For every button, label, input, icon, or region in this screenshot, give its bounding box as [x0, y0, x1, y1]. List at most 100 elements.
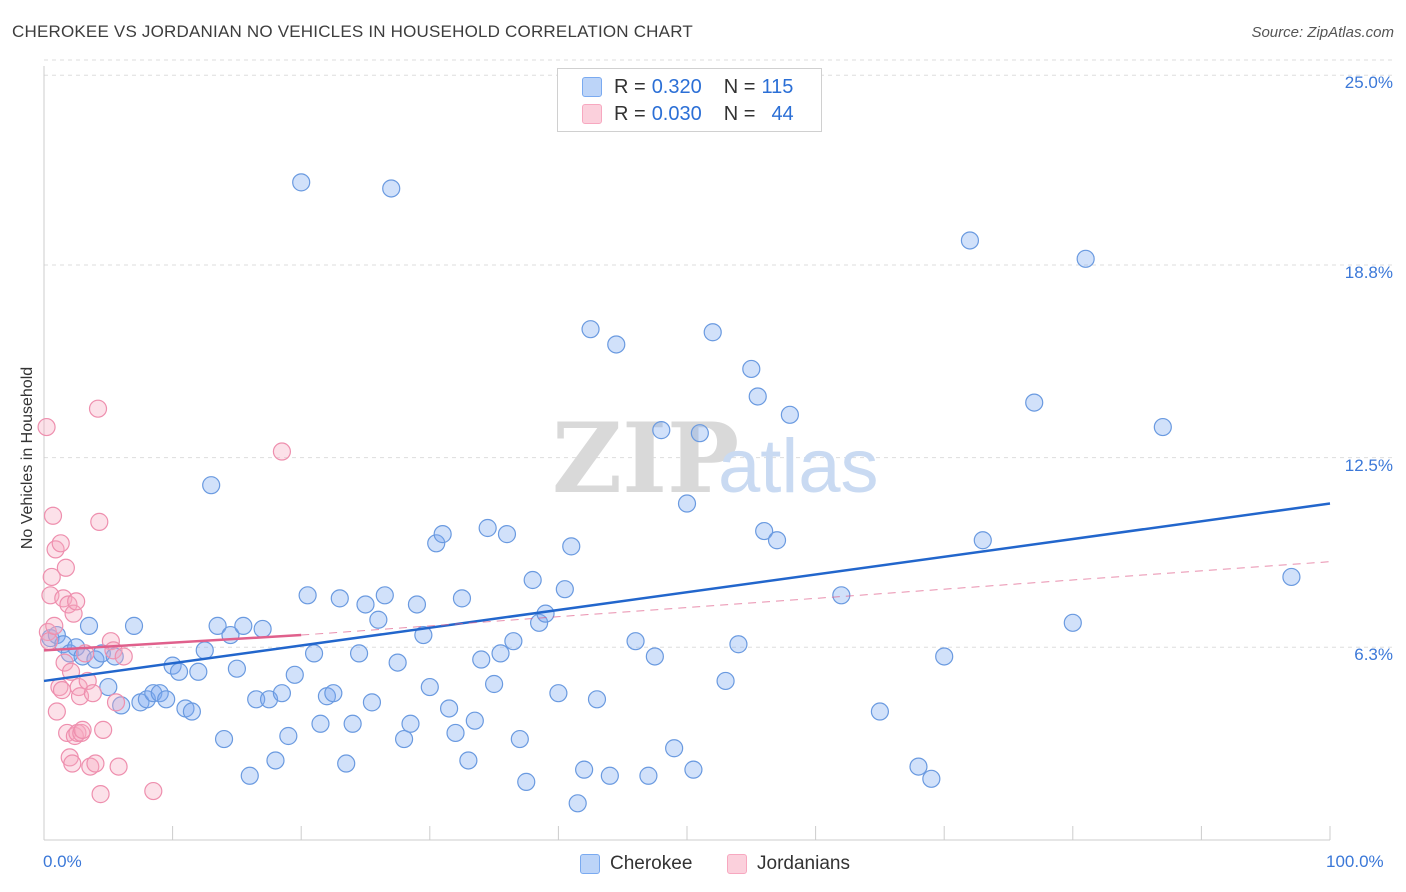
trend-line-jordanians-solid	[43, 633, 302, 652]
data-point-jordanians	[272, 442, 292, 461]
bottom-legend-swatch-cherokee	[580, 854, 600, 874]
data-point-jordanians	[40, 632, 59, 651]
data-point-cherokee	[1153, 417, 1172, 437]
data-point-cherokee	[298, 586, 317, 605]
data-point-cherokee	[401, 714, 420, 733]
data-point-cherokee	[523, 570, 542, 590]
chart-source: Source: ZipAtlas.com	[1251, 24, 1394, 41]
data-point-cherokee	[311, 714, 330, 733]
data-point-cherokee	[1063, 613, 1082, 632]
data-point-cherokee	[465, 711, 484, 730]
data-point-cherokee	[304, 644, 324, 663]
data-point-cherokee	[279, 726, 298, 746]
data-point-jordanians	[73, 720, 92, 739]
legend-r-value: 0.030	[651, 102, 702, 125]
data-point-cherokee	[420, 677, 439, 697]
data-point-cherokee	[909, 757, 928, 776]
stats-legend: R = 0.320 N = 115 R = 0.030 N = 44	[557, 68, 822, 132]
data-point-cherokee	[292, 173, 311, 192]
data-point-cherokee	[665, 739, 684, 758]
data-point-cherokee	[195, 641, 214, 660]
legend-r-label: R =	[614, 75, 646, 98]
data-point-cherokee	[587, 690, 607, 709]
data-point-cherokee	[652, 421, 671, 440]
legend-n-value: 44	[771, 102, 794, 125]
series-jordanians-points	[37, 399, 292, 804]
bottom-legend-swatch-jordanians	[727, 854, 747, 874]
data-point-cherokee	[356, 595, 375, 614]
data-point-cherokee	[337, 754, 356, 773]
legend-swatch-jordanians	[582, 104, 602, 124]
data-point-cherokee	[562, 537, 581, 556]
legend-n-value: 115	[761, 75, 794, 98]
legend-row-jordanians: R = 0.030 N = 44	[582, 102, 816, 126]
y-axis-label: No Vehicles in Household	[19, 366, 36, 550]
data-point-cherokee	[112, 696, 131, 715]
data-point-cherokee	[446, 723, 465, 743]
bottom-legend-label-cherokee: Cherokee	[610, 853, 693, 874]
legend-r-value: 0.320	[651, 75, 702, 98]
data-point-cherokee	[349, 644, 369, 663]
bottom-legend-cherokee: Cherokee	[580, 851, 692, 877]
y-tick-label: 6.3%	[1354, 645, 1393, 665]
data-point-cherokee	[870, 702, 890, 721]
data-point-jordanians	[47, 702, 66, 721]
data-point-cherokee	[285, 665, 304, 684]
data-point-cherokee	[227, 659, 246, 678]
data-point-cherokee	[729, 635, 748, 654]
data-point-jordanians	[88, 399, 108, 418]
data-point-cherokee	[755, 521, 774, 541]
data-point-cherokee	[607, 335, 626, 354]
data-point-cherokee	[382, 179, 401, 198]
data-point-cherokee	[626, 632, 645, 651]
watermark-atlas: atlas	[718, 424, 879, 509]
data-point-cherokee	[79, 616, 99, 635]
watermark: ZIP atlas	[552, 402, 879, 515]
trend-lines	[43, 502, 1331, 683]
data-point-cherokee	[182, 702, 201, 721]
data-point-cherokee	[240, 766, 259, 785]
data-point-jordanians	[86, 754, 105, 773]
data-point-cherokee	[645, 647, 664, 666]
data-point-jordanians	[63, 754, 82, 773]
data-point-jordanians	[67, 592, 86, 611]
data-point-cherokee	[99, 677, 118, 697]
data-point-cherokee	[742, 359, 761, 379]
data-point-cherokee	[1025, 393, 1044, 412]
data-point-jordanians	[83, 684, 102, 703]
trend-line-jordanians-dashed	[301, 561, 1331, 636]
data-point-jordanians	[109, 757, 128, 776]
data-point-cherokee	[504, 632, 523, 651]
legend-swatch-cherokee	[582, 77, 602, 97]
data-point-cherokee	[202, 476, 221, 495]
data-point-cherokee	[272, 684, 292, 703]
y-tick-label: 25.0%	[1344, 73, 1393, 93]
axes	[43, 66, 1331, 841]
data-point-cherokee	[433, 525, 452, 544]
data-point-cherokee	[935, 647, 954, 666]
data-point-cherokee	[330, 589, 349, 608]
data-point-cherokee	[716, 671, 735, 691]
data-point-cherokee	[575, 760, 594, 779]
data-point-jordanians	[68, 723, 87, 743]
data-point-cherokee	[922, 769, 941, 788]
data-point-cherokee	[369, 610, 388, 629]
chart-title: CHEROKEE VS JORDANIAN NO VEHICLES IN HOU…	[12, 22, 693, 41]
y-tick-label: 12.5%	[1344, 455, 1393, 475]
data-point-cherokee	[478, 518, 497, 538]
y-tick-label: 18.8%	[1344, 262, 1393, 282]
data-point-jordanians	[43, 506, 63, 525]
data-point-cherokee	[362, 693, 382, 712]
data-point-jordanians	[94, 720, 113, 739]
data-point-cherokee	[247, 690, 266, 709]
data-point-cherokee	[748, 387, 767, 406]
data-point-cherokee	[549, 684, 568, 703]
data-point-jordanians	[52, 681, 72, 700]
legend-n-label: N =	[723, 75, 756, 98]
data-point-cherokee	[375, 586, 394, 605]
data-point-cherokee	[491, 644, 510, 663]
data-point-jordanians	[81, 757, 100, 776]
data-point-cherokee	[208, 616, 227, 635]
data-point-cherokee	[677, 494, 697, 513]
